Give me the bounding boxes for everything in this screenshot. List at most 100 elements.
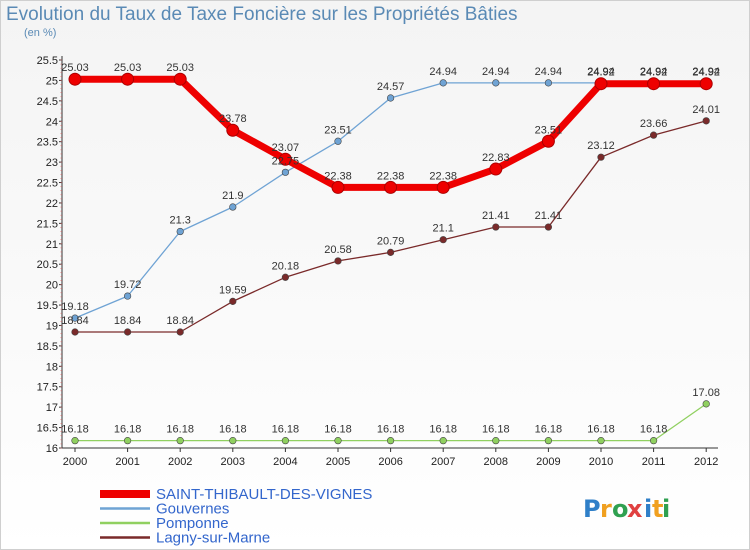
data-label: 24.94: [482, 66, 510, 78]
y-tick-label: 23.5: [37, 137, 58, 149]
data-point: [597, 153, 605, 161]
data-point: [176, 437, 184, 445]
data-label: 21.41: [535, 210, 563, 222]
x-tick-label: 2002: [168, 456, 192, 468]
data-point: [439, 437, 447, 445]
x-tick-label: 2000: [63, 456, 87, 468]
data-point: [492, 437, 500, 445]
data-point: [176, 227, 184, 236]
logo-letter: r: [600, 495, 612, 523]
y-tick-label: 21.5: [37, 218, 58, 230]
data-label: 19.72: [114, 279, 142, 291]
x-tick-label: 2012: [694, 456, 718, 468]
data-label: 24.92: [640, 67, 668, 79]
data-label: 23.78: [219, 113, 247, 125]
data-label: 25.03: [114, 62, 142, 74]
y-tick-label: 22.5: [37, 178, 58, 190]
data-point: [229, 297, 237, 305]
data-label: 24.92: [587, 67, 615, 79]
data-label: 21.1: [432, 223, 453, 235]
data-point: [544, 437, 553, 445]
data-label: 22.83: [482, 152, 510, 164]
x-tick-label: 2005: [326, 456, 350, 468]
legend-label: SAINT-THIBAULT-DES-VIGNES: [156, 486, 372, 503]
data-point: [439, 236, 447, 244]
data-label: 21.41: [482, 210, 510, 222]
data-point: [123, 437, 132, 445]
y-tick-label: 25: [46, 75, 58, 87]
data-label: 25.03: [166, 62, 194, 74]
y-tick-label: 19: [46, 320, 58, 332]
x-tick-label: 2009: [536, 456, 560, 468]
data-point: [334, 437, 342, 445]
y-tick-label: 24: [46, 116, 58, 128]
logo-letter: i: [662, 495, 670, 523]
x-tick-label: 2001: [115, 456, 139, 468]
data-label: 21.3: [169, 215, 190, 227]
data-label: 19.59: [219, 284, 247, 296]
data-point: [387, 248, 395, 256]
data-point: [439, 79, 447, 87]
data-point: [278, 152, 292, 166]
data-point: [281, 437, 290, 445]
data-label: 19.18: [61, 301, 89, 313]
series-layer: [68, 72, 713, 445]
y-tick-label: 24.5: [37, 96, 58, 108]
x-tick-label: 2006: [378, 456, 402, 468]
data-point: [331, 180, 345, 194]
data-label: 24.01: [692, 104, 720, 116]
data-point: [121, 72, 135, 86]
x-tick-label: 2008: [484, 456, 508, 468]
logo-letter: i: [644, 495, 652, 523]
data-label: 23.66: [640, 118, 668, 130]
logo-letter: t: [652, 495, 663, 523]
y-tick-label: 16: [46, 443, 58, 455]
data-label: 23.51: [535, 124, 563, 136]
data-point: [281, 168, 290, 176]
data-label: 16.18: [482, 424, 510, 436]
x-tick-label: 2003: [221, 456, 245, 468]
data-label: 23.07: [272, 142, 300, 154]
y-tick-label: 18.5: [37, 341, 58, 353]
data-point: [334, 137, 342, 145]
data-point: [229, 437, 237, 445]
data-point: [176, 328, 184, 336]
chart-subtitle: (en %): [24, 27, 57, 39]
data-label: 16.18: [272, 424, 300, 436]
logo-letter: x: [627, 495, 643, 523]
data-label: 24.94: [640, 66, 668, 78]
x-tick-label: 2010: [589, 456, 613, 468]
data-point: [71, 437, 79, 445]
data-label: 16.18: [587, 424, 615, 436]
y-tick-label: 20.5: [37, 259, 58, 271]
data-point: [489, 162, 503, 176]
y-tick-label: 23: [46, 157, 58, 169]
data-point: [387, 94, 395, 102]
data-label: 24.94: [429, 66, 457, 78]
y-tick-label: 17.5: [37, 382, 58, 394]
data-point: [544, 79, 553, 87]
data-point: [71, 314, 79, 322]
axes: 16 16.5 17 17.5 18 18.5 19 19.5 20 20.5 21 21.5 22 22…: [37, 55, 719, 468]
y-tick-label: 19.5: [37, 300, 58, 312]
data-label: 20.58: [324, 244, 352, 256]
logo-letter: o: [612, 495, 629, 523]
data-point: [123, 328, 132, 336]
data-label: 24.92: [692, 67, 720, 79]
legend-label: Lagny-sur-Marne: [156, 530, 270, 547]
data-label: 20.79: [377, 235, 405, 247]
y-tick-label: 25.5: [37, 55, 58, 67]
data-label: 16.18: [640, 424, 668, 436]
data-point: [702, 117, 710, 125]
data-point: [492, 79, 500, 87]
data-point: [281, 273, 290, 281]
y-tick-label: 20: [46, 280, 58, 292]
data-point: [71, 328, 79, 336]
data-label: 24.94: [692, 66, 720, 78]
data-label: 16.18: [166, 424, 194, 436]
data-label: 16.18: [114, 424, 142, 436]
series-line-gouvernes: [74, 82, 707, 319]
